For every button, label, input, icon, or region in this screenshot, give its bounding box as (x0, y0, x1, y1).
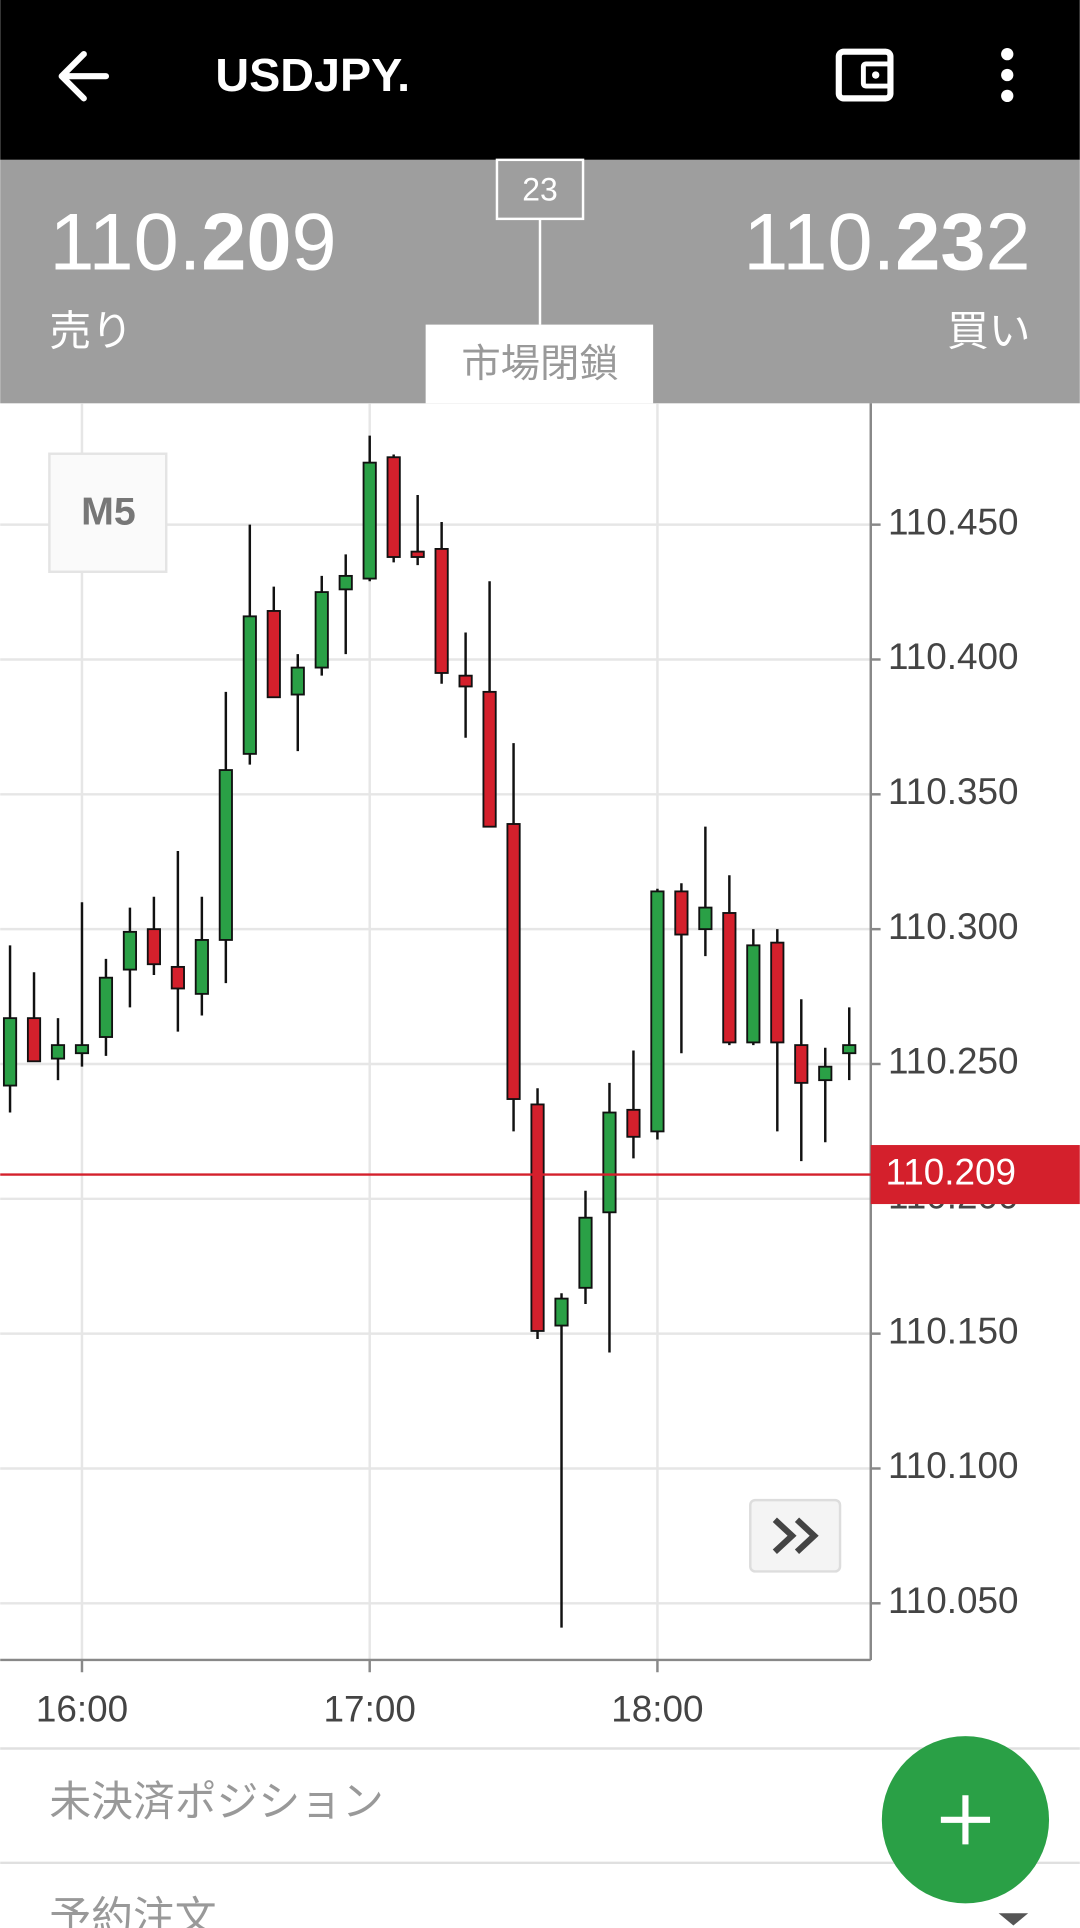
candle-body (386, 456, 401, 558)
symbol-title: USDJPY. (215, 49, 410, 101)
candle-body (122, 930, 138, 971)
current-price-box (870, 1145, 1080, 1205)
bid-label: 売り (49, 307, 133, 354)
candle-body (506, 823, 521, 1100)
ask-part: 2 (985, 198, 1030, 288)
timeframe-box[interactable] (48, 452, 168, 573)
ask-label: 買い (947, 307, 1031, 354)
candle-body (482, 690, 497, 828)
candle-body (842, 1044, 857, 1055)
candle-body (794, 1044, 809, 1084)
candle-body (818, 1065, 833, 1082)
y-tick-label: 110.300 (888, 906, 1019, 947)
ask-part: 110. (743, 198, 895, 288)
current-price-label: 110.209 (886, 1151, 1017, 1192)
candle-body (2, 1017, 18, 1087)
x-tick-label: 16:00 (36, 1688, 128, 1729)
ask-price[interactable]: 110.232 (743, 198, 1030, 288)
y-tick-label: 110.450 (888, 501, 1019, 542)
candle-body (98, 976, 114, 1038)
candle-body (410, 550, 425, 558)
chart-overlay: 110.209 (0, 1145, 1080, 1205)
menu-button[interactable] (1001, 47, 1014, 103)
candlestick-chart: 110.050110.100110.150110.200110.250110.3… (0, 403, 1019, 1729)
spread-box (495, 158, 585, 221)
orders-tab[interactable]: 予約注文 (49, 1894, 216, 1928)
candle-body (434, 548, 449, 674)
bid-part: 110. (49, 198, 201, 288)
y-tick-label: 110.250 (888, 1041, 1019, 1082)
candle-body (626, 1108, 641, 1138)
candle-body (722, 912, 737, 1044)
candle-body (770, 941, 785, 1044)
market-status: 市場閉鎖 (461, 342, 618, 386)
x-tick-label: 17:00 (324, 1688, 416, 1729)
candle-body (50, 1044, 66, 1060)
positions-tab[interactable]: 未決済ポジション (49, 1778, 383, 1825)
y-tick-label: 110.100 (888, 1445, 1019, 1486)
candle-body (674, 890, 689, 936)
y-tick-label: 110.150 (888, 1310, 1019, 1351)
y-tick-label: 110.350 (888, 771, 1019, 812)
bid-part: 9 (292, 198, 337, 288)
status-tab (425, 324, 654, 404)
candle-body (530, 1103, 545, 1332)
spread: 23 (522, 171, 558, 207)
ask-part: 23 (895, 198, 985, 288)
candle-body (554, 1297, 569, 1327)
wallet-button[interactable] (835, 48, 894, 102)
expand-icon (998, 1913, 1029, 1926)
bid-price[interactable]: 110.209 (49, 198, 336, 288)
y-tick-label: 110.050 (888, 1580, 1019, 1621)
candle-body (26, 1017, 42, 1063)
y-tick-label: 110.400 (888, 636, 1019, 677)
candle-body (266, 610, 281, 699)
candle-body (698, 906, 713, 931)
app-bar (0, 0, 1080, 160)
candle-body (74, 1044, 90, 1055)
candle-body (218, 769, 233, 941)
candle-body (746, 944, 761, 1044)
candle-body (578, 1216, 593, 1289)
back-button[interactable] (58, 51, 110, 102)
candle-body (290, 666, 305, 696)
x-tick-label: 18:00 (611, 1688, 703, 1729)
candle-body (146, 928, 161, 966)
candle-body (362, 461, 377, 580)
bid-part: 20 (201, 198, 291, 288)
candle-body (194, 939, 209, 995)
candle-body (314, 591, 329, 669)
new-order-button[interactable] (881, 1736, 1050, 1904)
scroll-latest-button[interactable] (749, 1498, 842, 1573)
candle-body (602, 1111, 617, 1214)
candle-body (242, 615, 257, 755)
candle-body (650, 890, 665, 1133)
timeframe: M5 (81, 489, 136, 533)
candle-body (458, 674, 473, 688)
candle-body (338, 574, 353, 591)
candle-body (170, 965, 185, 990)
